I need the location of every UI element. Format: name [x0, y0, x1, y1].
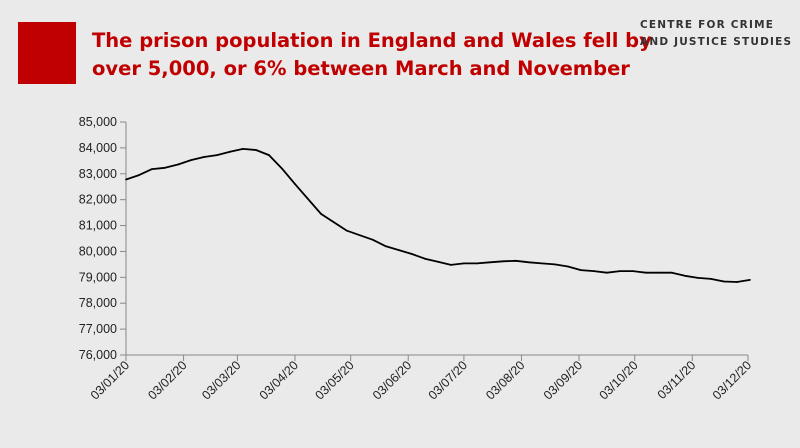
- organisation-name-line-1: CENTRE FOR CRIME: [640, 19, 775, 31]
- data-point: [229, 150, 231, 153]
- data-point: [398, 249, 400, 252]
- data-point: [580, 269, 582, 271]
- data-point: [385, 245, 387, 248]
- x-tick-label: 03/03/20: [199, 358, 243, 402]
- organisation-name-line-2: AND JUSTICE STUDIES: [640, 36, 793, 48]
- data-point: [164, 166, 166, 169]
- data-point: [476, 262, 478, 265]
- data-point: [684, 274, 686, 277]
- y-tick-label: 77,000: [79, 322, 117, 336]
- data-point: [697, 277, 699, 279]
- data-point: [346, 229, 348, 232]
- y-tick-label: 79,000: [79, 270, 117, 284]
- x-tick-label: 03/06/20: [370, 358, 414, 402]
- data-point: [437, 260, 439, 263]
- data-point: [489, 261, 491, 264]
- x-tick-label: 03/04/20: [257, 358, 301, 402]
- data-point: [255, 149, 257, 151]
- data-point: [203, 156, 205, 158]
- data-point: [710, 278, 712, 280]
- data-point: [125, 178, 127, 181]
- chart-title-line-2: over 5,000, or 6% between March and Nove…: [92, 57, 630, 80]
- data-point: [567, 265, 569, 268]
- data-point: [372, 238, 374, 241]
- y-tick-label: 85,000: [79, 115, 117, 129]
- series-line: [125, 147, 751, 283]
- x-tick-label: 03/02/20: [145, 358, 189, 402]
- x-tick-label: 03/11/20: [655, 358, 699, 402]
- data-point: [463, 262, 465, 265]
- chart-title-line-1: The prison population in England and Wal…: [92, 29, 652, 52]
- data-point: [736, 281, 738, 283]
- data-point: [671, 271, 673, 274]
- y-tick-label: 84,000: [79, 141, 117, 155]
- y-tick-label: 81,000: [79, 219, 117, 233]
- data-point: [320, 213, 322, 215]
- data-point: [151, 168, 153, 171]
- x-tick-label: 03/10/20: [597, 358, 641, 402]
- x-tick-label: 03/08/20: [483, 358, 527, 402]
- data-point: [632, 270, 634, 272]
- data-point: [554, 263, 556, 266]
- data-point: [619, 270, 621, 272]
- y-tick-label: 80,000: [79, 244, 117, 258]
- x-tick-label: 03/12/20: [710, 358, 754, 402]
- data-point: [502, 260, 504, 263]
- x-tick-label: 03/07/20: [426, 358, 470, 402]
- brand-logo-square: [18, 22, 76, 84]
- data-point: [658, 271, 660, 274]
- y-tick-label: 82,000: [79, 193, 117, 207]
- chart-title: The prison population in England and Wal…: [92, 27, 652, 83]
- x-tick-label: 03/01/20: [88, 358, 132, 402]
- data-point: [515, 259, 517, 262]
- data-point: [424, 257, 426, 260]
- y-tick-label: 83,000: [79, 167, 117, 181]
- data-point: [593, 270, 595, 272]
- data-point: [242, 148, 244, 150]
- y-tick-label: 76,000: [79, 348, 117, 362]
- data-point: [294, 183, 296, 186]
- data-point: [268, 154, 270, 157]
- data-point: [450, 264, 452, 266]
- organisation-name: CENTRE FOR CRIME AND JUSTICE STUDIES: [640, 17, 792, 51]
- data-point: [606, 271, 608, 274]
- data-point: [411, 253, 413, 255]
- data-point: [177, 163, 179, 166]
- data-point: [645, 271, 647, 274]
- y-tick-label: 78,000: [79, 296, 117, 310]
- x-tick-label: 03/09/20: [541, 358, 585, 402]
- data-point: [216, 154, 218, 157]
- data-point: [528, 261, 530, 264]
- data-point: [281, 167, 283, 170]
- data-point: [541, 262, 543, 265]
- data-point: [190, 159, 192, 162]
- data-point: [138, 174, 140, 177]
- data-point: [749, 279, 751, 281]
- data-point: [723, 280, 725, 283]
- x-tick-label: 03/05/20: [312, 358, 356, 402]
